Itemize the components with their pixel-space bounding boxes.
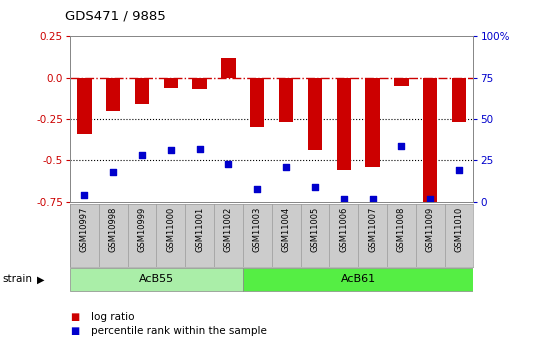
Point: [368, 196, 377, 201]
Point: [310, 184, 319, 190]
Text: AcB55: AcB55: [139, 275, 174, 284]
Text: GSM11010: GSM11010: [455, 207, 464, 252]
Text: GSM11002: GSM11002: [224, 207, 233, 252]
Point: [80, 193, 89, 198]
Point: [224, 161, 233, 167]
Bar: [279, 78, 293, 122]
Text: GSM11001: GSM11001: [195, 207, 204, 252]
Point: [397, 143, 406, 148]
Point: [167, 148, 175, 153]
Point: [282, 164, 291, 170]
Text: GSM11008: GSM11008: [397, 207, 406, 252]
Text: percentile rank within the sample: percentile rank within the sample: [91, 326, 267, 336]
Point: [339, 196, 348, 201]
Bar: [423, 78, 437, 202]
Text: ■: ■: [70, 313, 79, 322]
Text: GSM11005: GSM11005: [310, 207, 320, 252]
Text: log ratio: log ratio: [91, 313, 135, 322]
Text: GSM11007: GSM11007: [368, 207, 377, 252]
Bar: [70, 268, 243, 291]
Point: [195, 146, 204, 151]
Bar: [106, 78, 121, 111]
Text: GDS471 / 9885: GDS471 / 9885: [65, 9, 165, 22]
Text: GSM10997: GSM10997: [80, 207, 89, 252]
Point: [109, 169, 117, 175]
Bar: [308, 78, 322, 150]
Text: GSM10998: GSM10998: [109, 207, 118, 252]
Point: [138, 153, 146, 158]
Text: GSM10999: GSM10999: [138, 207, 146, 252]
Bar: [164, 78, 178, 88]
Point: [455, 168, 463, 173]
Bar: [394, 78, 408, 86]
Bar: [243, 268, 473, 291]
Text: GSM11004: GSM11004: [281, 207, 291, 252]
Bar: [135, 78, 149, 104]
Text: ▶: ▶: [37, 275, 44, 284]
Bar: [221, 58, 236, 78]
Text: GSM11000: GSM11000: [166, 207, 175, 252]
Text: GSM11009: GSM11009: [426, 207, 435, 252]
Bar: [193, 78, 207, 89]
Bar: [452, 78, 466, 122]
Text: GSM11003: GSM11003: [253, 207, 262, 252]
Text: strain: strain: [3, 275, 33, 284]
Bar: [77, 78, 91, 134]
Text: GSM11006: GSM11006: [339, 207, 348, 252]
Bar: [337, 78, 351, 170]
Bar: [250, 78, 265, 127]
Text: ■: ■: [70, 326, 79, 336]
Bar: [365, 78, 380, 167]
Point: [426, 196, 435, 201]
Text: AcB61: AcB61: [341, 275, 376, 284]
Point: [253, 186, 261, 191]
